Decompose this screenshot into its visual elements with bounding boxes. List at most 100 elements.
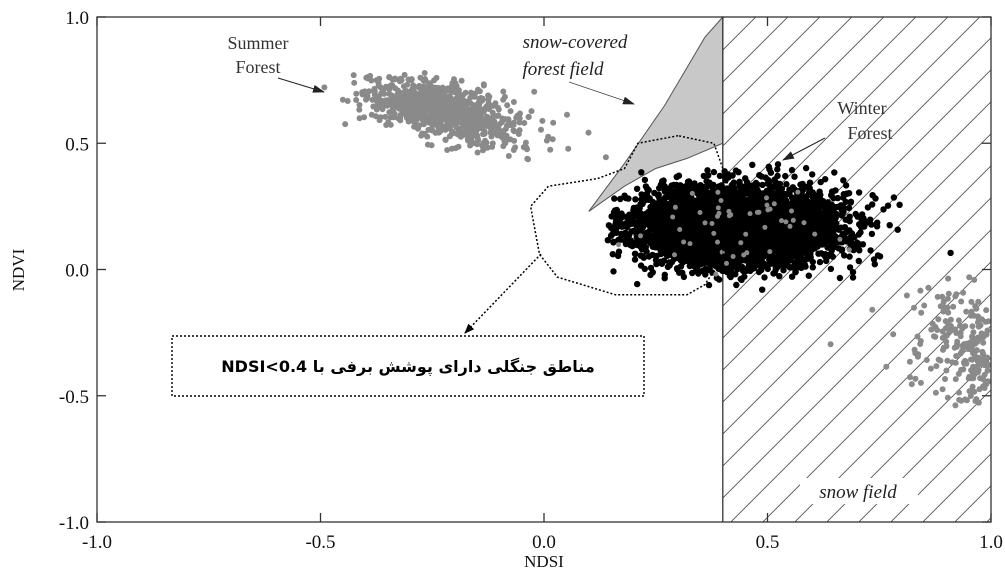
summer-point: [521, 120, 528, 126]
hatch-line: [666, 197, 991, 522]
summer-point: [443, 98, 450, 105]
summer-point: [400, 83, 407, 90]
winter-point: [842, 198, 849, 206]
hatch-line: [954, 485, 991, 522]
winter-point: [836, 274, 844, 282]
summer-point: [386, 74, 393, 81]
summer-point: [463, 124, 470, 131]
winter-point: [847, 233, 854, 241]
summer-point: [401, 71, 408, 78]
summer-point: [467, 113, 474, 120]
summer-point: [467, 94, 474, 101]
winter-point: [759, 181, 766, 189]
summer-point: [498, 133, 504, 140]
summer-point: [375, 80, 382, 87]
summer-point: [321, 84, 328, 91]
summer-point: [449, 103, 456, 110]
summer-point: [387, 121, 394, 128]
summer-point: [437, 120, 444, 127]
summer-point: [432, 129, 439, 136]
winter-point: [816, 258, 824, 266]
summer-point: [510, 99, 517, 105]
winter-point: [809, 171, 816, 178]
summer-point: [381, 90, 387, 97]
winter-point: [817, 178, 824, 186]
summer-point: [398, 98, 405, 105]
winter-point: [765, 163, 772, 170]
summer-point: [344, 98, 351, 104]
summer-point: [418, 105, 425, 112]
winter-point: [791, 173, 798, 180]
summer-point: [500, 88, 507, 95]
summer-point: [489, 140, 496, 147]
winter-point: [610, 239, 617, 246]
winter-point: [880, 206, 887, 213]
winter-point: [842, 182, 850, 189]
winter-point: [845, 204, 853, 212]
winter-point: [799, 256, 806, 263]
winter-point: [689, 269, 696, 277]
winter-point: [756, 172, 763, 179]
summer-point: [507, 108, 514, 115]
winter-point: [786, 186, 793, 193]
summer-point: [410, 96, 417, 103]
winter-point: [684, 178, 692, 185]
summer-point: [489, 114, 496, 121]
winter-point: [622, 229, 629, 236]
winter-point: [776, 273, 783, 280]
summer-point: [421, 70, 428, 76]
summer-point: [410, 116, 417, 123]
summer-point: [516, 119, 523, 126]
winter-point: [833, 210, 840, 218]
summer-forest-points: [321, 70, 609, 163]
summer-point: [429, 94, 436, 101]
hatch-line: [634, 165, 991, 522]
summer-point: [356, 106, 363, 113]
winter-point: [824, 244, 831, 251]
summer-point: [477, 96, 484, 102]
summer-point: [442, 93, 449, 100]
winter-point: [834, 194, 841, 202]
summer-point: [418, 91, 425, 98]
summer-point: [411, 90, 418, 97]
summer-point: [455, 95, 462, 102]
summer-point: [550, 119, 557, 126]
winter-point: [781, 190, 789, 198]
summer-point: [480, 147, 486, 154]
summer-point: [353, 97, 360, 103]
hatch-line: [730, 261, 991, 522]
summer-point: [474, 104, 481, 111]
winter-point: [841, 252, 848, 259]
summer-point: [502, 125, 509, 132]
summer-point: [522, 139, 529, 146]
winter-point: [614, 252, 622, 259]
winter-point: [838, 212, 845, 219]
summer-point: [503, 132, 510, 139]
summer-point: [371, 88, 377, 94]
summer-point: [547, 146, 554, 153]
summer-point: [386, 109, 393, 116]
summer-point: [511, 128, 518, 135]
summer-point: [382, 113, 389, 120]
summer-point: [423, 92, 430, 99]
summer-point: [368, 77, 375, 84]
summer-point: [363, 74, 370, 81]
summer-point: [387, 114, 394, 121]
summer-point: [480, 107, 487, 114]
summer-point: [502, 116, 509, 123]
summer-point: [429, 89, 436, 96]
winter-point: [789, 251, 796, 258]
summer-point: [453, 124, 460, 131]
summer-point: [474, 149, 481, 156]
summer-point: [356, 115, 363, 122]
summer-point: [424, 141, 431, 148]
summer-point: [445, 112, 452, 119]
summer-point: [543, 137, 550, 144]
summer-point: [395, 102, 402, 109]
winter-point: [774, 161, 782, 168]
winter-point: [774, 261, 781, 268]
summer-point: [515, 112, 522, 119]
summer-point: [364, 93, 371, 99]
summer-point: [490, 129, 497, 136]
